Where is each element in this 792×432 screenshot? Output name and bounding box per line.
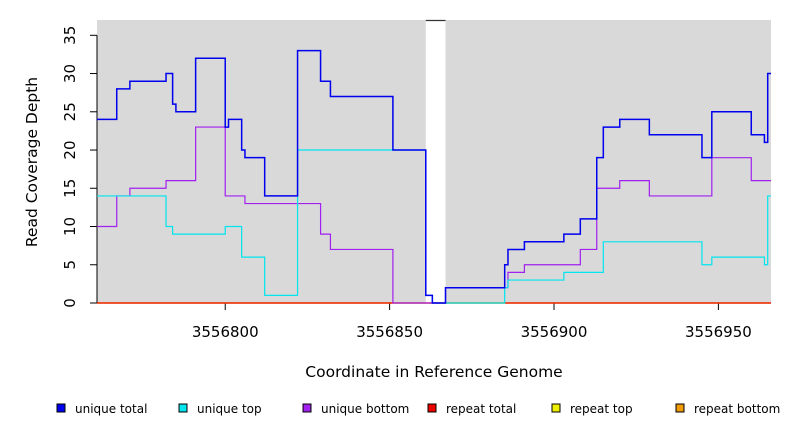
y-tick-label: 0 [61,298,79,308]
legend-swatch-unique-bottom [302,403,312,413]
y-tick-label: 25 [61,102,79,121]
legend-label-repeat-bottom: repeat bottom [694,402,780,416]
legend-swatch-repeat-bottom [675,403,685,413]
legend-label-unique-top: unique top [197,402,262,416]
y-axis-title: Read Coverage Depth [23,77,41,247]
y-tick-label: 5 [61,260,79,270]
legend-label-unique-total: unique total [75,402,147,416]
x-axis-title: Coordinate in Reference Genome [305,363,562,381]
x-tick-label: 3556800 [192,323,259,341]
y-tick-label: 10 [61,217,79,236]
legend-swatch-unique-top [178,403,188,413]
x-tick-label: 3556950 [685,323,752,341]
legend-label-unique-bottom: unique bottom [321,402,409,416]
series-line-unique-total [97,49,771,304]
y-tick-label: 20 [61,140,79,159]
legend-swatch-repeat-total [427,403,437,413]
legend-swatch-unique-total [56,403,66,413]
x-tick-label: 3556900 [521,323,588,341]
gap-region [425,20,446,303]
y-tick-label: 35 [61,26,79,45]
y-tick-label: 15 [61,179,79,198]
y-tick-label: 30 [61,64,79,83]
legend-label-repeat-total: repeat total [446,402,516,416]
legend-label-repeat-top: repeat top [570,402,633,416]
x-tick-label: 3556850 [356,323,423,341]
legend-swatch-repeat-top [551,403,561,413]
